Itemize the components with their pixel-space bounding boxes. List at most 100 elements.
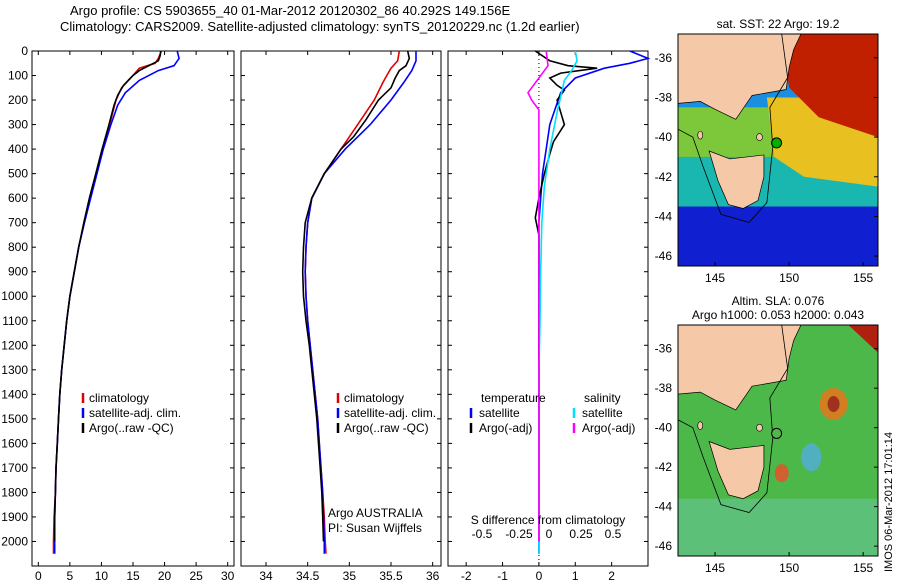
x-tick-label: 34.5	[296, 569, 320, 580]
sla-low	[801, 443, 822, 472]
map-y-tick-label: -46	[655, 539, 673, 553]
x-tick-label: -1	[497, 569, 508, 580]
top-tick-label: 0.25	[569, 527, 593, 541]
map-y-tick-label: -36	[655, 51, 673, 65]
y-tick-label: 1800	[1, 485, 28, 499]
map-x-tick-label: 145	[705, 271, 725, 285]
shelf-contour	[678, 325, 789, 514]
sst-cold-band	[678, 206, 878, 266]
imos-timestamp: IMOS 06-Mar-2012 17:01:14	[883, 431, 895, 572]
y-tick-label: 1000	[1, 289, 28, 303]
map-y-tick-label: -42	[655, 460, 673, 474]
legend-label: satellite	[582, 406, 623, 420]
y-tick-label: 500	[8, 167, 28, 181]
y-tick-label: 600	[8, 191, 28, 205]
map-y-tick-label: -36	[655, 342, 673, 356]
map-frame	[677, 324, 879, 557]
legend-label: Argo(-adj)	[479, 421, 532, 435]
y-tick-label: 400	[8, 142, 28, 156]
y-tick-label: 800	[8, 240, 28, 254]
x-tick-label: 35.5	[379, 569, 403, 580]
argo-location-marker	[771, 137, 783, 149]
top-tick-label: -0.5	[472, 527, 493, 541]
y-tick-label: 700	[8, 216, 28, 230]
flinders-island	[756, 133, 763, 141]
map-y-tick-label: -44	[655, 209, 673, 223]
flinders-island	[756, 423, 763, 432]
sla-map: -36 -38 -40 -42 -44 -46 145 150 155 Altim. SLA: 0…	[655, 294, 879, 575]
sla-eddy-core	[827, 395, 840, 412]
shelf-contour	[678, 34, 789, 223]
y-tick-label: 1900	[1, 510, 28, 524]
y-tick-label: 300	[8, 118, 28, 132]
y-tick-label: 1300	[1, 363, 28, 377]
plot-frame	[240, 50, 442, 567]
sla-high-corner	[848, 325, 878, 353]
map-field	[678, 325, 878, 556]
y-tick-label: 100	[8, 69, 28, 83]
y-tick-label: 2000	[1, 534, 28, 548]
plot-frame	[447, 50, 649, 567]
x-tick-label: 2	[608, 569, 615, 580]
tasmania	[708, 440, 765, 500]
top-tick-label: 0.5	[605, 527, 622, 541]
map-y-tick-label: -38	[655, 90, 673, 104]
x-tick-label: 0	[536, 569, 543, 580]
series-salinity-argo-adj-	[527, 50, 549, 542]
map-y-tick-label: -44	[655, 500, 673, 514]
legend-label: climatology	[344, 391, 404, 405]
map-title-line: Argo h1000: 0.053 h2000: 0.043	[692, 308, 864, 322]
map-title-line: sat. SST: 22 Argo: 19.2	[717, 17, 840, 31]
mainland-australia	[678, 34, 802, 120]
x-tick-label: 35	[343, 569, 357, 580]
map-x-tick-label: 155	[853, 271, 873, 285]
x-tick-label: 10	[95, 569, 109, 580]
map-x-tick-label: 155	[853, 561, 873, 575]
y-tick-label: 1200	[1, 338, 28, 352]
map-y-tick-label: -40	[655, 421, 673, 435]
sla-south	[678, 498, 878, 556]
legend-label: Argo(..raw -QC)	[89, 421, 174, 435]
panel-difference: -2-1012T difference from climatologytemp…	[447, 50, 651, 580]
map-y-tick-label: -46	[655, 249, 673, 263]
annotation-line-2: PI: Susan Wijffels	[328, 521, 422, 535]
series-argo-raw-qc-	[53, 50, 162, 542]
x-tick-label: 30	[221, 569, 235, 580]
annotation-line-1: Argo AUSTRALIA	[328, 506, 423, 520]
series-satellite-adj-clim-	[304, 51, 417, 554]
title-line-1: Argo profile: CS 5903655_40 01-Mar-2012 …	[70, 3, 511, 18]
sst-map: -36 -38 -40 -42 -44 -46 145 150 155 sat. SST: 22 …	[655, 17, 879, 285]
map-title-line: Altim. SLA: 0.076	[732, 294, 825, 308]
x-tick-label: -2	[461, 569, 472, 580]
y-tick-label: 1600	[1, 436, 28, 450]
x-tick-label: 1	[572, 569, 579, 580]
y-tick-label: 900	[8, 265, 28, 279]
argo-location-marker	[771, 427, 783, 439]
king-island	[697, 130, 704, 140]
king-island	[697, 421, 704, 430]
legend-label: Argo(-adj)	[582, 421, 635, 435]
x-tick-label: 5	[67, 569, 74, 580]
sla-eddy-small	[774, 464, 789, 483]
y-tick-label: 1100	[2, 314, 28, 328]
map-y-tick-label: -38	[655, 381, 673, 395]
x-tick-label: 15	[126, 569, 140, 580]
y-tick-label: 0	[21, 44, 28, 58]
map-y-tick-label: -40	[655, 130, 673, 144]
y-tick-label: 1500	[1, 412, 28, 426]
x-tick-label: 20	[158, 569, 172, 580]
legend-temperature-title: temperature	[481, 391, 546, 405]
legend-label: satellite	[479, 406, 520, 420]
map-field	[678, 34, 878, 266]
map-x-tick-label: 145	[705, 561, 725, 575]
series-argo-raw-qc-	[301, 50, 411, 542]
plot-frame	[31, 50, 235, 567]
x-tick-label: 0	[35, 569, 42, 580]
top-tick-label: -0.25	[505, 527, 533, 541]
x-axis-label-top: S difference from climatology	[471, 513, 626, 527]
map-frame	[677, 33, 879, 267]
y-tick-label: 200	[8, 93, 28, 107]
x-tick-label: 36	[426, 569, 440, 580]
